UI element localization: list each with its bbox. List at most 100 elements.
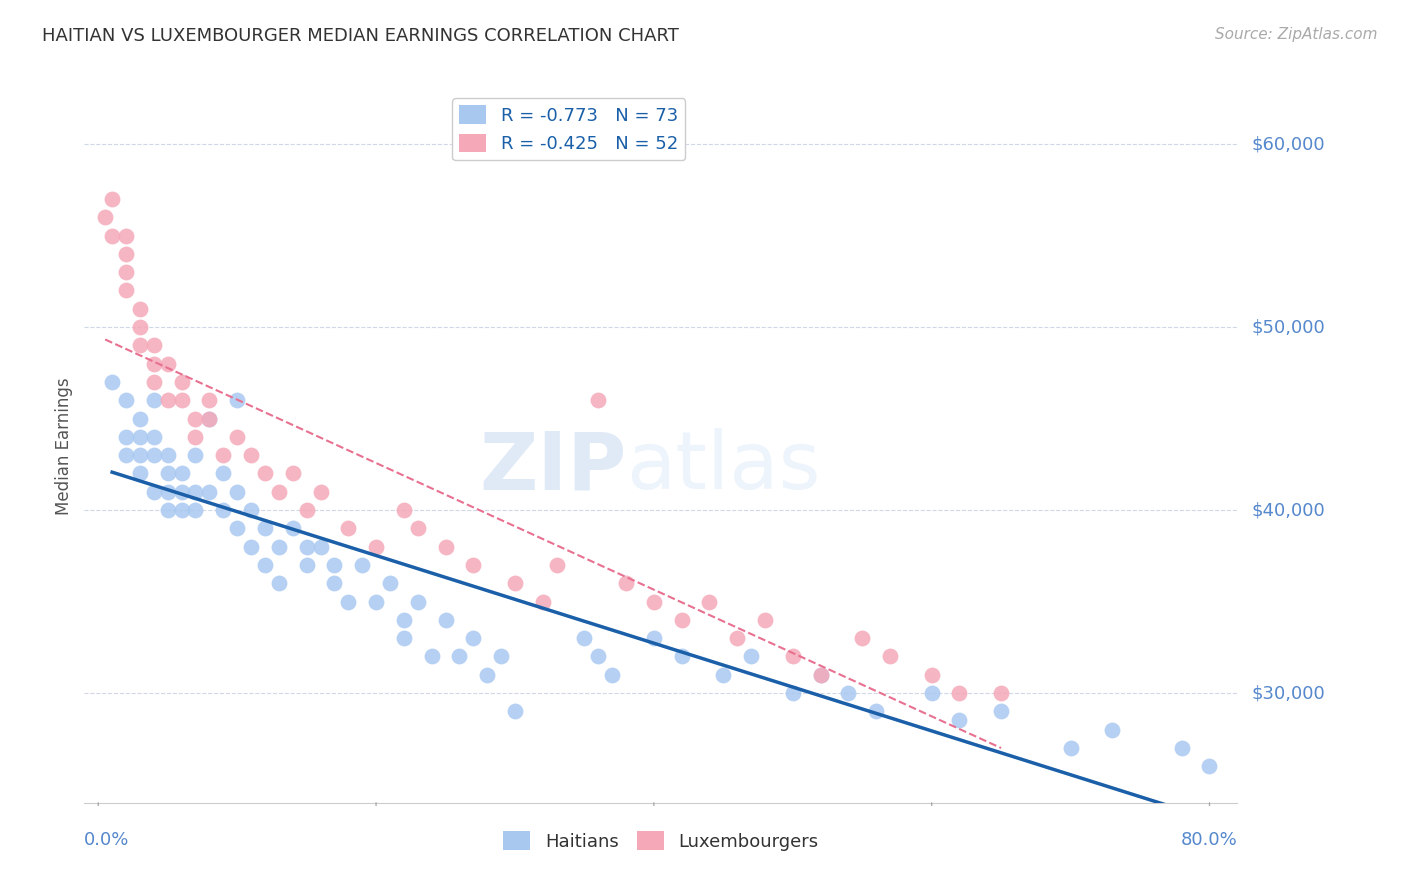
Point	[434, 613, 457, 627]
Point	[865, 704, 887, 718]
Point	[449, 649, 471, 664]
Point	[142, 430, 165, 444]
Point	[378, 576, 401, 591]
Point	[1198, 759, 1220, 773]
Point	[129, 320, 152, 334]
Point	[1170, 740, 1192, 755]
Point	[406, 594, 429, 608]
Point	[434, 540, 457, 554]
Point	[184, 448, 207, 462]
Point	[392, 631, 415, 645]
Point	[156, 393, 179, 408]
Point	[503, 576, 526, 591]
Point	[699, 594, 721, 608]
Point	[420, 649, 443, 664]
Point	[240, 540, 263, 554]
Point	[267, 484, 290, 499]
Point	[810, 667, 832, 681]
Point	[671, 649, 693, 664]
Point	[588, 393, 610, 408]
Point	[212, 503, 235, 517]
Point	[184, 503, 207, 517]
Point	[198, 411, 221, 425]
Point	[240, 503, 263, 517]
Point	[101, 228, 124, 243]
Point	[921, 686, 943, 700]
Point	[837, 686, 859, 700]
Point	[281, 521, 304, 535]
Point	[267, 576, 290, 591]
Point	[142, 448, 165, 462]
Point	[990, 686, 1012, 700]
Point	[156, 484, 179, 499]
Point	[170, 503, 193, 517]
Point	[295, 540, 318, 554]
Point	[115, 228, 138, 243]
Point	[156, 503, 179, 517]
Point	[531, 594, 554, 608]
Text: 80.0%: 80.0%	[1181, 831, 1237, 849]
Point	[477, 667, 499, 681]
Point	[546, 558, 568, 572]
Point	[643, 594, 665, 608]
Point	[990, 704, 1012, 718]
Point	[156, 448, 179, 462]
Point	[129, 448, 152, 462]
Point	[643, 631, 665, 645]
Point	[489, 649, 512, 664]
Point	[295, 503, 318, 517]
Point	[184, 411, 207, 425]
Point	[337, 521, 360, 535]
Legend: Haitians, Luxembourgers: Haitians, Luxembourgers	[496, 824, 825, 858]
Point	[184, 484, 207, 499]
Point	[101, 192, 124, 206]
Point	[156, 467, 179, 481]
Point	[115, 284, 138, 298]
Point	[671, 613, 693, 627]
Point	[711, 667, 734, 681]
Point	[725, 631, 748, 645]
Point	[323, 576, 346, 591]
Point	[156, 357, 179, 371]
Point	[574, 631, 596, 645]
Point	[364, 540, 387, 554]
Point	[94, 211, 117, 225]
Point	[142, 357, 165, 371]
Point	[226, 393, 249, 408]
Point	[142, 393, 165, 408]
Point	[115, 265, 138, 279]
Point	[1101, 723, 1123, 737]
Point	[323, 558, 346, 572]
Point	[170, 375, 193, 389]
Text: $50,000: $50,000	[1251, 318, 1324, 336]
Point	[782, 686, 804, 700]
Point	[226, 521, 249, 535]
Point	[879, 649, 901, 664]
Point	[240, 448, 263, 462]
Point	[253, 521, 276, 535]
Point	[810, 667, 832, 681]
Text: ZIP: ZIP	[479, 428, 626, 507]
Point	[463, 631, 485, 645]
Point	[212, 448, 235, 462]
Point	[253, 558, 276, 572]
Point	[115, 247, 138, 261]
Point	[267, 540, 290, 554]
Point	[281, 467, 304, 481]
Point	[782, 649, 804, 664]
Point	[309, 484, 332, 499]
Point	[129, 430, 152, 444]
Point	[212, 467, 235, 481]
Point	[101, 375, 124, 389]
Point	[352, 558, 374, 572]
Point	[226, 484, 249, 499]
Point	[406, 521, 429, 535]
Point	[226, 430, 249, 444]
Text: HAITIAN VS LUXEMBOURGER MEDIAN EARNINGS CORRELATION CHART: HAITIAN VS LUXEMBOURGER MEDIAN EARNINGS …	[42, 27, 679, 45]
Point	[184, 430, 207, 444]
Point	[740, 649, 762, 664]
Point	[364, 594, 387, 608]
Point	[337, 594, 360, 608]
Point	[198, 393, 221, 408]
Point	[614, 576, 637, 591]
